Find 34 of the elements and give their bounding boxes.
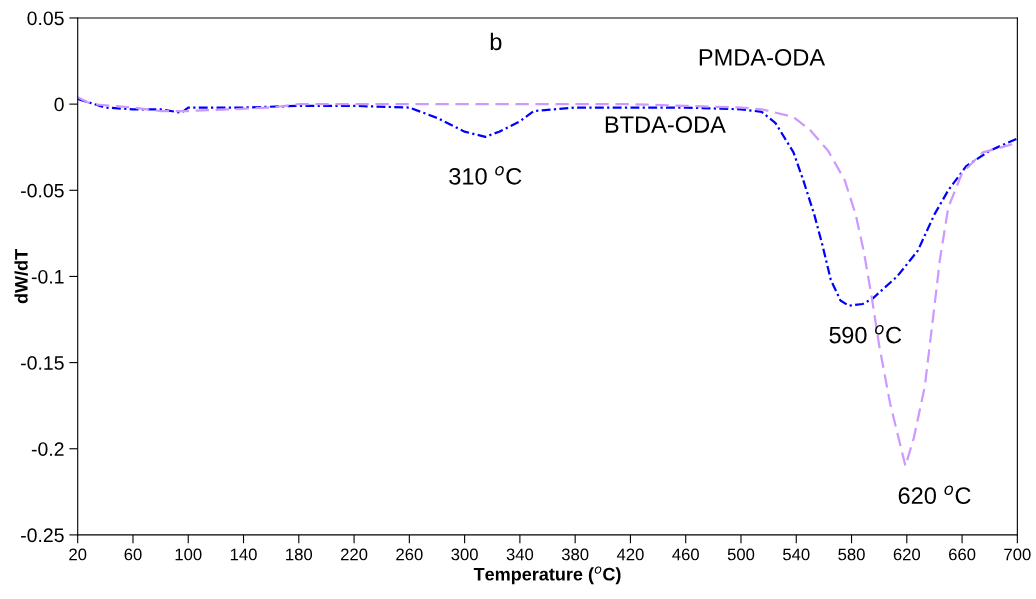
x-tick-label: 500 [727, 548, 755, 561]
x-tick-label: 540 [783, 548, 810, 561]
series-label: PMDA-ODA [699, 48, 826, 66]
y-axis-title: dW/dT [14, 249, 28, 304]
series-label: BTDA-ODA [605, 116, 726, 133]
x-tick-label: 20 [69, 548, 87, 561]
x-tick-label: 300 [451, 548, 478, 561]
x-tick-label: 340 [506, 548, 534, 561]
x-tick-label: 580 [838, 548, 865, 561]
x-tick-label: 100 [175, 548, 202, 561]
y-tick-label: -0.15 [21, 356, 64, 370]
y-tick-label: 0.05 [27, 11, 64, 26]
x-tick-label: 620 [893, 548, 921, 561]
annotation: 590 $^{o}$C [829, 324, 902, 344]
x-tick-label: 460 [672, 548, 699, 561]
annotation: 620 $^{o}$C [898, 485, 971, 505]
x-axis-title: Temperature ($^{o}$C) [473, 566, 621, 585]
y-tick-label: -0.1 [31, 269, 64, 284]
x-tick-label: 60 [124, 548, 142, 561]
y-tick-label: 0 [54, 97, 64, 112]
annotation: b [490, 32, 502, 51]
x-tick-label: 700 [1004, 548, 1031, 561]
x-tick-label: 180 [286, 548, 313, 561]
y-tick-label: -0.05 [21, 183, 64, 198]
x-tick-label: 140 [230, 548, 257, 561]
x-tick-label: 660 [949, 548, 976, 561]
x-tick-label: 380 [561, 548, 589, 561]
x-tick-label: 220 [341, 548, 368, 561]
y-tick-label: -0.25 [21, 528, 64, 543]
annotation: 310 $^{o}$C [449, 166, 522, 185]
x-tick-label: 260 [396, 548, 423, 561]
line-series [77, 97, 1018, 307]
y-tick-label: -0.2 [31, 442, 64, 456]
x-tick-label: 420 [616, 548, 644, 561]
